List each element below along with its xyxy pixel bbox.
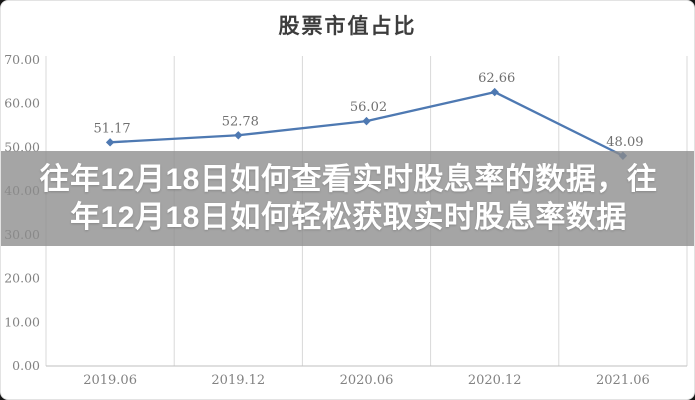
y-tick-label: 10.00 (4, 314, 40, 329)
y-tick-label: 20.00 (4, 271, 40, 286)
data-point-label: 56.02 (350, 100, 387, 115)
data-point-marker (362, 116, 371, 126)
data-point-marker (234, 131, 243, 140)
x-tick-label: 2021.06 (596, 373, 650, 388)
overlay-banner: 往年12月18日如何查看实时股息率的数据，往 年12月18日如何轻松获取实时股息… (1, 151, 694, 246)
data-point-label: 62.66 (478, 71, 515, 86)
y-tick-label: 60.00 (4, 96, 40, 111)
x-tick-label: 2019.12 (211, 373, 265, 388)
data-point-label: 52.78 (222, 114, 259, 129)
data-point-marker (490, 87, 499, 97)
overlay-text-line2: 年12月18日如何轻松获取实时股息率数据 (70, 200, 627, 234)
x-tick-label: 2020.06 (340, 373, 394, 388)
overlay-text-line1: 往年12月18日如何查看实时股息率的数据，往 (39, 162, 658, 196)
y-tick-label: 70.00 (4, 52, 40, 67)
y-tick-label: 0.00 (12, 358, 40, 373)
data-point-label: 51.17 (93, 121, 130, 136)
data-point-label: 48.09 (606, 135, 643, 150)
x-tick-label: 2020.12 (468, 373, 522, 388)
y-tick-label: 50.00 (4, 139, 40, 154)
chart-title: 股票市值占比 (278, 14, 417, 38)
x-tick-label: 2019.06 (83, 373, 137, 388)
data-point-marker (105, 138, 115, 147)
